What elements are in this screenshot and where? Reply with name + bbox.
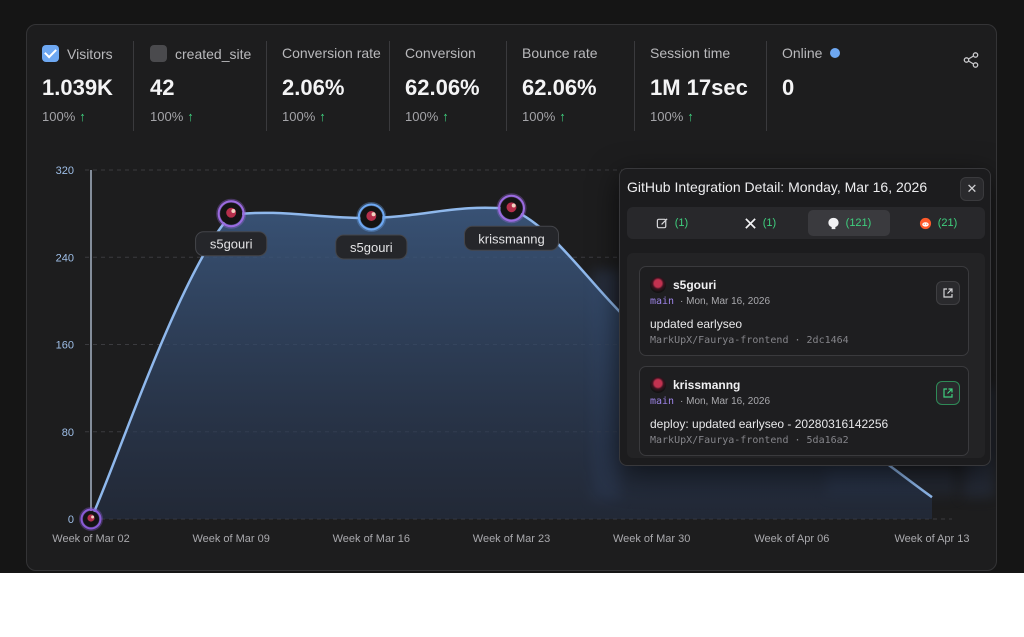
stat-value: 62.06%	[405, 75, 480, 100]
x-icon	[745, 217, 756, 229]
visitors-checkbox[interactable]	[42, 45, 59, 62]
stat-bounce-rate[interactable]: Bounce rate 62.06% 100% ↑	[522, 45, 622, 130]
tab-x[interactable]: (1)	[719, 210, 801, 236]
commit-repo: MarkUpX/Faurya-frontend · 5da16a2	[650, 435, 849, 446]
commit-date: · Mon, Mar 16, 2026	[680, 296, 771, 307]
y-tick-label: 240	[56, 252, 74, 264]
tab-github[interactable]: (121)	[808, 210, 890, 236]
commit-user: krissmanng	[673, 378, 741, 392]
marker-label-pill	[464, 225, 559, 251]
analytics-card: Visitors 1.039K 100% ↑ created_site 42 10…	[26, 24, 997, 571]
avatar-marker[interactable]	[496, 193, 527, 224]
stat-change: 100%	[405, 109, 439, 124]
stat-label: Online	[782, 45, 823, 61]
stat-value: 62.06%	[522, 75, 597, 100]
tab-count: (21)	[937, 217, 958, 229]
stat-value: 0	[782, 75, 795, 100]
github-integration-popup: GitHub Integration Detail: Monday, Mar 1…	[619, 168, 991, 466]
stat-value: 1M 17sec	[650, 75, 748, 100]
stat-value: 2.06%	[282, 75, 345, 100]
commit-user: s5gouri	[673, 278, 717, 292]
y-tick-label: 160	[56, 340, 74, 352]
x-tick-label: Week of Mar 02	[52, 533, 129, 545]
avatar-marker[interactable]	[79, 507, 103, 531]
tab-count: (1)	[674, 217, 689, 229]
y-tick-label: 320	[56, 165, 74, 177]
stat-value: 1.039K	[42, 75, 113, 100]
popup-title: GitHub Integration Detail: Monday, Mar 1…	[627, 179, 928, 195]
arrow-up-icon: ↑	[559, 109, 566, 124]
arrow-up-icon: ↑	[187, 109, 194, 124]
created-site-checkbox[interactable]	[150, 45, 167, 62]
x-tick-label: Week of Mar 23	[473, 533, 550, 545]
close-icon[interactable]: ✕	[960, 177, 984, 201]
stat-conversion-rate[interactable]: Conversion rate 2.06% 100% ↑	[282, 45, 387, 130]
avatar-marker[interactable]	[216, 198, 247, 229]
stat-label: Visitors	[67, 45, 113, 62]
stat-change: 100%	[282, 109, 316, 124]
avatar	[650, 377, 666, 393]
commit-list: s5gouri main · Mon, Mar 16, 2026 updated…	[627, 253, 985, 458]
divider	[133, 41, 134, 131]
x-tick-label: Week of Mar 09	[192, 533, 269, 545]
stat-visitors[interactable]: Visitors 1.039K 100% ↑	[42, 45, 132, 130]
marker-label-pill	[195, 231, 268, 257]
divider	[634, 41, 635, 131]
x-tick-label: Week of Mar 30	[613, 533, 690, 545]
commit-message: updated earlyseo	[650, 317, 743, 331]
x-tick-label: Week of Apr 06	[754, 533, 829, 545]
stat-created-site[interactable]: created_site 42 100% ↑	[150, 45, 260, 130]
commit-branch: main	[650, 396, 675, 407]
tab-reddit[interactable]: (21)	[897, 210, 979, 236]
stat-label: Session time	[650, 45, 731, 61]
arrow-up-icon: ↑	[79, 109, 86, 124]
commit-branch: main	[650, 296, 675, 307]
stat-label: Bounce rate	[522, 45, 598, 61]
list-item[interactable]: s5gouri main · Mon, Mar 16, 2026 updated…	[639, 266, 969, 356]
stat-conversion[interactable]: Conversion 62.06% 100% ↑	[405, 45, 505, 130]
commit-message: deploy: updated earlyseo - 2028031614225…	[650, 417, 889, 431]
github-icon	[828, 217, 839, 229]
marker-label: s5gouri	[210, 237, 253, 252]
y-tick-label: 80	[62, 427, 74, 439]
stat-online[interactable]: Online 0	[782, 45, 862, 130]
x-tick-label: Week of Apr 13	[894, 533, 969, 545]
stat-change: 100%	[150, 109, 184, 124]
divider	[766, 41, 767, 131]
divider	[266, 41, 267, 131]
y-tick-label: 0	[68, 514, 74, 526]
tab-count: (121)	[845, 217, 872, 229]
commit-repo: MarkUpX/Faurya-frontend · 2dc1464	[650, 335, 849, 346]
avatar-marker[interactable]	[356, 201, 387, 232]
arrow-up-icon: ↑	[319, 109, 326, 124]
note-icon	[656, 217, 668, 228]
external-link-icon[interactable]	[936, 381, 960, 405]
x-tick-label: Week of Mar 16	[333, 533, 410, 545]
share-icon[interactable]	[962, 51, 980, 69]
marker-label: s5gouri	[350, 240, 393, 255]
marker-label-pill	[335, 234, 408, 260]
stat-label: created_site	[175, 45, 252, 62]
divider	[389, 41, 390, 131]
divider	[506, 41, 507, 131]
tab-notes[interactable]: (1)	[631, 210, 713, 236]
stat-value: 42	[150, 75, 175, 100]
arrow-up-icon: ↑	[442, 109, 449, 124]
arrow-up-icon: ↑	[687, 109, 694, 124]
stat-change: 100%	[42, 109, 76, 124]
integration-tabs: (1) (1) (121) (21)	[627, 207, 985, 239]
marker-label: krissmanng	[478, 231, 544, 246]
tab-count: (1)	[762, 217, 777, 229]
online-indicator-dot	[830, 48, 841, 58]
stat-label: Conversion rate	[282, 45, 381, 61]
avatar	[650, 277, 666, 293]
stat-session-time[interactable]: Session time 1M 17sec 100% ↑	[650, 45, 760, 130]
commit-date: · Mon, Mar 16, 2026	[680, 396, 771, 407]
stat-change: 100%	[522, 109, 556, 124]
external-link-icon[interactable]	[936, 281, 960, 305]
list-item[interactable]: krissmanng main · Mon, Mar 16, 2026 depl…	[639, 366, 969, 456]
reddit-icon	[919, 217, 931, 229]
stat-label: Conversion	[405, 45, 476, 61]
stat-change: 100%	[650, 109, 684, 124]
